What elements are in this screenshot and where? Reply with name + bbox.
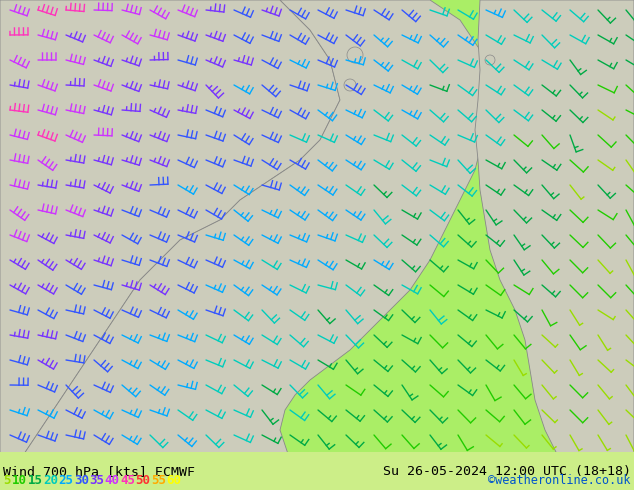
Text: 35: 35 xyxy=(89,474,104,487)
Bar xyxy=(0,452,634,490)
Text: Su 26-05-2024 12:00 UTC (18+18): Su 26-05-2024 12:00 UTC (18+18) xyxy=(383,465,631,478)
Polygon shape xyxy=(0,0,490,490)
Text: 55: 55 xyxy=(151,474,166,487)
Text: 30: 30 xyxy=(74,474,89,487)
Circle shape xyxy=(347,47,363,63)
Circle shape xyxy=(485,55,495,65)
Text: 45: 45 xyxy=(120,474,135,487)
Text: 15: 15 xyxy=(28,474,42,487)
Text: 5: 5 xyxy=(3,474,11,487)
Circle shape xyxy=(344,79,356,91)
Text: 25: 25 xyxy=(58,474,74,487)
Text: 50: 50 xyxy=(136,474,150,487)
Text: Wind 700 hPa [kts] ECMWF: Wind 700 hPa [kts] ECMWF xyxy=(3,465,195,478)
Polygon shape xyxy=(475,0,634,490)
Text: 40: 40 xyxy=(105,474,120,487)
Text: 20: 20 xyxy=(43,474,58,487)
Text: 60: 60 xyxy=(166,474,181,487)
Text: ©weatheronline.co.uk: ©weatheronline.co.uk xyxy=(489,474,631,487)
Text: 10: 10 xyxy=(12,474,27,487)
Polygon shape xyxy=(0,0,340,490)
